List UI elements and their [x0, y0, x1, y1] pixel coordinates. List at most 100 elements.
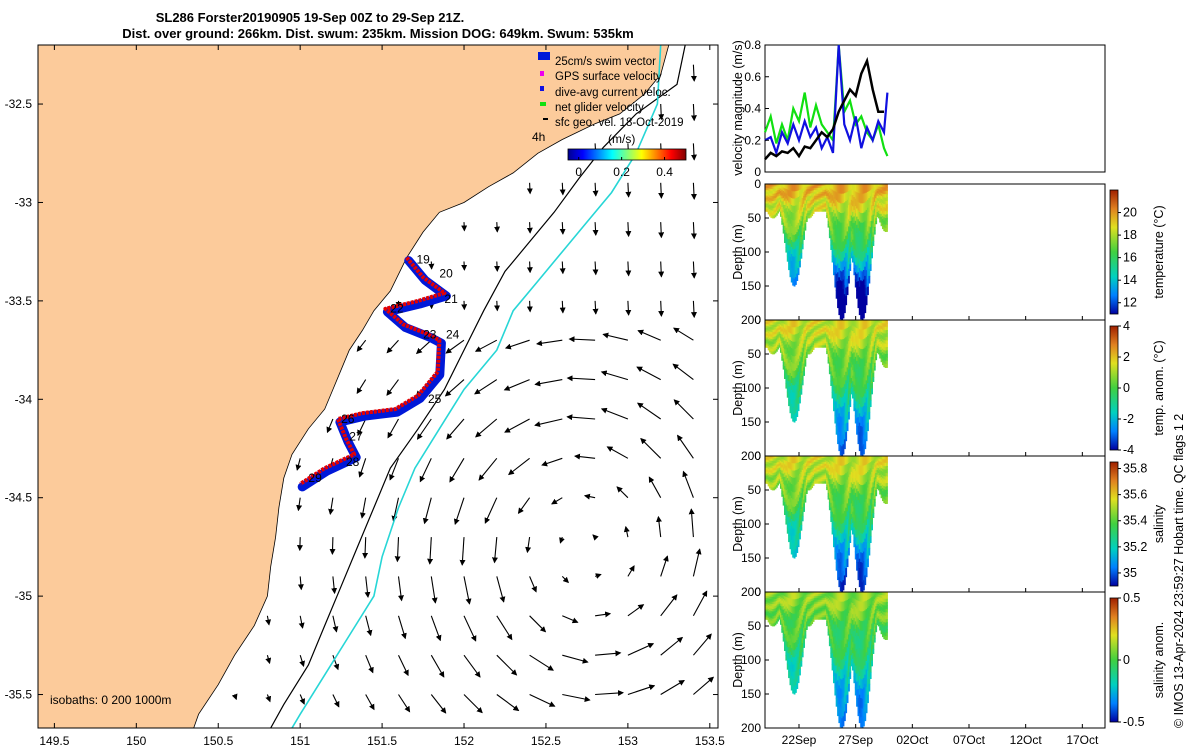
- heatmap-cell: [792, 456, 795, 464]
- heatmap-cell: [831, 495, 834, 502]
- heatmap-cell: [839, 688, 842, 699]
- heatmap-cell: [780, 598, 782, 602]
- heatmap-cell: [828, 343, 831, 348]
- heatmap-cell: [784, 340, 786, 346]
- heatmap-cell: [846, 471, 849, 481]
- heatmap-cell: [770, 611, 773, 614]
- heatmap-cell: [801, 474, 804, 480]
- heatmap-cell: [854, 206, 857, 214]
- heatmap-cell: [819, 201, 822, 204]
- heatmap-cell: [775, 478, 778, 481]
- heatmap-cell: [793, 334, 796, 343]
- heatmap-cell: [877, 480, 880, 484]
- heatmap-cell: [842, 241, 845, 252]
- heatmap-cell: [884, 466, 887, 471]
- heatmap-cell: [809, 458, 812, 462]
- heatmap-cell: [814, 611, 816, 614]
- heatmap-cell: [822, 323, 824, 327]
- heatmap-cell: [804, 472, 807, 477]
- heatmap-cell: [868, 512, 871, 521]
- heatmap-cell: [796, 497, 799, 505]
- heatmap-cell: [886, 493, 888, 498]
- current-vector: [484, 497, 498, 524]
- heatmap-cell: [835, 290, 838, 299]
- heatmap-cell: [837, 228, 839, 238]
- heatmap-cell: [793, 191, 796, 200]
- heatmap-cell: [834, 628, 837, 637]
- heatmap-cell: [877, 201, 880, 204]
- heatmap-cell: [861, 349, 864, 360]
- heatmap-cell: [781, 354, 784, 358]
- heatmap-cell: [794, 219, 797, 228]
- heatmap-cell: [780, 207, 782, 210]
- heatmap-cell: [807, 213, 810, 216]
- heatmap-cell: [862, 377, 865, 388]
- heatmap-cell: [841, 708, 844, 719]
- heatmap-cell: [767, 617, 770, 621]
- heatmap-cell: [827, 190, 830, 194]
- heatmap-cell: [886, 320, 888, 324]
- heatmap-cell: [812, 466, 815, 470]
- current-vector: [415, 339, 432, 355]
- current-vector-field: [231, 64, 715, 714]
- heatmap-cell: [853, 527, 856, 535]
- heatmap-cell: [785, 650, 788, 656]
- section-colorbar-tick-label: 14: [1123, 273, 1137, 287]
- heatmap-cell: [858, 530, 861, 541]
- current-vector: [690, 143, 697, 161]
- heatmap-cell: [788, 202, 790, 209]
- heatmap-cell: [793, 650, 796, 659]
- heatmap-cell: [778, 323, 781, 327]
- heatmap-cell: [846, 239, 849, 248]
- heatmap-cell: [803, 475, 805, 481]
- heatmap-cell: [801, 643, 804, 649]
- heatmap-cell: [789, 333, 792, 341]
- heatmap-cell: [801, 460, 804, 466]
- heatmap-cell: [838, 230, 841, 241]
- current-vector: [358, 458, 367, 478]
- heatmap-cell: [845, 278, 848, 288]
- heatmap-cell: [767, 475, 770, 478]
- heatmap-cell: [864, 393, 867, 404]
- heatmap-cell: [780, 458, 782, 462]
- heatmap-cell: [811, 616, 814, 620]
- heatmap-cell: [845, 423, 848, 433]
- heatmap-cell: [775, 204, 778, 207]
- heatmap-cell: [811, 322, 814, 326]
- heatmap-cell: [846, 463, 849, 473]
- heatmap-cell: [789, 223, 792, 231]
- heatmap-cell: [868, 484, 871, 492]
- heatmap-cell: [773, 468, 776, 471]
- heatmap-cell: [799, 373, 801, 380]
- heatmap-cell: [801, 456, 804, 462]
- heatmap-cell: [805, 354, 808, 358]
- heatmap-cell: [857, 473, 860, 483]
- heatmap-cell: [797, 663, 800, 671]
- heatmap-cell: [871, 184, 873, 190]
- heatmap-cell: [799, 201, 801, 209]
- heatmap-cell: [792, 377, 795, 386]
- heatmap-cell: [842, 551, 845, 562]
- heatmap-cell: [835, 192, 838, 201]
- heatmap-cell: [828, 331, 831, 336]
- heatmap-cell: [823, 607, 826, 610]
- current-vector: [534, 379, 563, 387]
- heatmap-cell: [816, 335, 819, 338]
- heatmap-cell: [789, 237, 792, 245]
- heatmap-cell: [799, 597, 801, 605]
- heatmap-cell: [841, 475, 844, 486]
- heatmap-cell: [778, 597, 781, 601]
- heatmap-cell: [880, 190, 883, 194]
- heatmap-cell: [767, 326, 770, 329]
- heatmap-cell: [807, 465, 810, 469]
- heatmap-cell: [837, 254, 839, 264]
- heatmap-cell: [771, 324, 774, 328]
- heatmap-cell: [864, 575, 867, 586]
- heatmap-cell: [801, 221, 804, 227]
- heatmap-cell: [877, 351, 880, 355]
- heatmap-cell: [778, 479, 781, 482]
- heatmap-cell: [794, 506, 797, 514]
- current-vector: [660, 555, 669, 577]
- heatmap-cell: [785, 213, 788, 219]
